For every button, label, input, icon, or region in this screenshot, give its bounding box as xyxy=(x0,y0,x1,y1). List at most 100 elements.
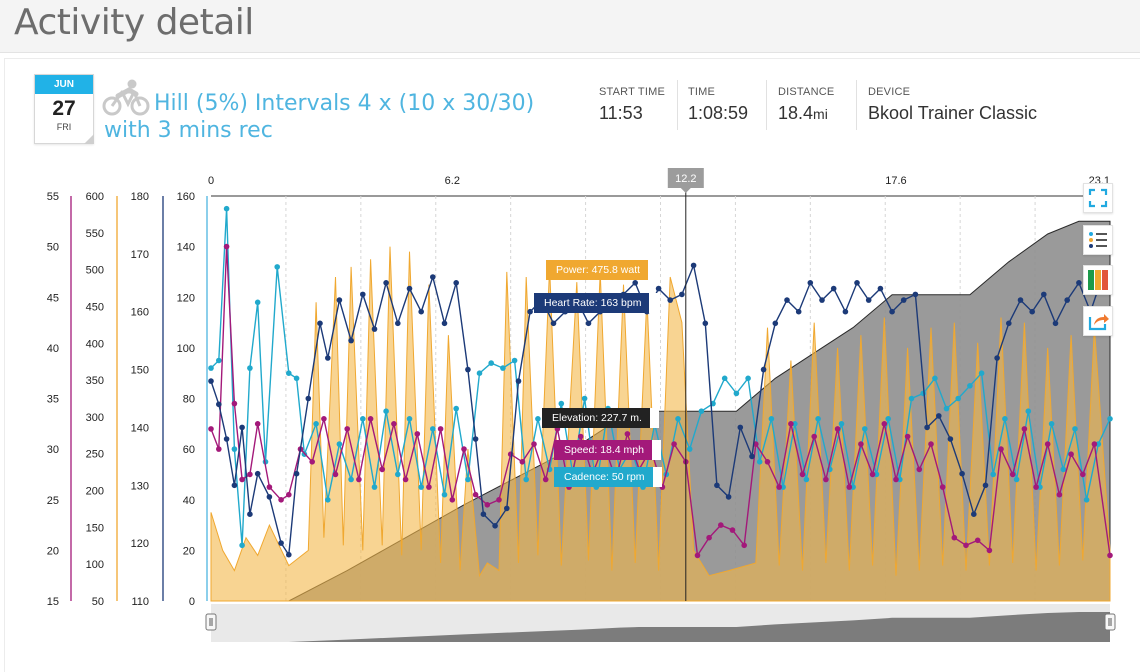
heart-rate-point xyxy=(1006,320,1012,327)
date-weekday: FRI xyxy=(56,122,72,132)
navigator-left-handle[interactable] xyxy=(205,613,217,631)
speed-point xyxy=(247,471,253,478)
y-tick-label: 150 xyxy=(131,365,149,377)
cadence-point xyxy=(745,375,751,382)
navigator-right-handle[interactable] xyxy=(1104,613,1116,631)
speed-point xyxy=(332,471,339,478)
speed-point xyxy=(928,441,934,447)
speed-point xyxy=(823,476,829,483)
heart-rate-point xyxy=(348,337,354,344)
cadence-series xyxy=(208,205,1113,549)
stat-value: Bkool Trainer Classic xyxy=(868,103,1038,123)
stat-distance: DISTANCE 18.4mi xyxy=(778,86,834,124)
speed-point xyxy=(496,497,502,503)
cadence-point xyxy=(274,264,281,270)
share-icon xyxy=(1088,314,1109,331)
heart-rate-point xyxy=(216,401,222,408)
heart-rate-point xyxy=(453,280,460,286)
speed-point xyxy=(426,484,432,490)
speed-point xyxy=(278,497,284,503)
x-tick-label: 6.2 xyxy=(445,175,460,187)
speed-point xyxy=(764,459,771,465)
speed-point xyxy=(577,433,584,440)
heart-rate-point xyxy=(889,308,895,315)
cadence-point xyxy=(476,370,483,377)
speed-point xyxy=(788,421,794,427)
share-button[interactable] xyxy=(1083,306,1113,336)
heart-rate-point xyxy=(247,511,253,517)
cadence-point xyxy=(733,390,740,397)
speed-point xyxy=(741,542,747,549)
speed-point xyxy=(216,446,222,452)
y-tick-label: 160 xyxy=(177,191,195,203)
cadence-point xyxy=(441,491,448,498)
heart-rate-point xyxy=(737,424,744,431)
date-day: 27 xyxy=(52,97,76,120)
y-tick-label: 80 xyxy=(183,394,195,406)
heart-rate-point xyxy=(971,511,977,517)
heart-rate-point xyxy=(830,285,837,292)
cadence-point xyxy=(1095,441,1102,447)
speed-point xyxy=(951,534,958,541)
cadence-point xyxy=(698,408,705,415)
fullscreen-button[interactable] xyxy=(1083,183,1113,213)
heart-rate-point xyxy=(492,523,498,529)
speed-point xyxy=(624,431,631,437)
speed-point xyxy=(998,446,1004,452)
heart-rate-point xyxy=(842,308,849,315)
heart-rate-point xyxy=(208,378,214,384)
speed-point xyxy=(706,534,712,541)
y-tick-label: 120 xyxy=(131,538,149,550)
speed-point xyxy=(484,502,491,508)
cadence-point xyxy=(873,471,880,478)
heart-rate-point xyxy=(430,274,436,280)
y-tick-label: 55 xyxy=(47,191,59,203)
y-tick-label: 170 xyxy=(131,249,149,261)
cadence-point xyxy=(208,365,214,371)
cadence-point xyxy=(721,375,728,382)
elevation-tooltip: Elevation: 227.7 m. xyxy=(542,408,659,428)
y-tick-label: 25 xyxy=(47,495,59,507)
range-navigator xyxy=(205,604,1116,642)
speed-point xyxy=(472,491,479,498)
cadence-point xyxy=(978,370,985,377)
activity-title[interactable]: Hill (5%) Intervals 4 x (10 x 30/30) wit… xyxy=(104,91,535,143)
cadence-point xyxy=(967,383,973,389)
speed-point xyxy=(1021,426,1028,432)
heart-rate-point xyxy=(223,436,230,442)
speed-tooltip: Speed: 18.4 mph xyxy=(554,440,661,460)
y-tick-label: 400 xyxy=(86,338,104,350)
speed-point xyxy=(811,433,817,440)
speed-point xyxy=(904,433,911,440)
y-tick-label: 250 xyxy=(86,449,104,461)
heart-rate-point xyxy=(865,297,872,303)
fullscreen-icon xyxy=(1088,188,1108,208)
heart-rate-point xyxy=(360,291,366,298)
cadence-point xyxy=(254,299,261,306)
heart-rate-point xyxy=(632,280,638,286)
heart-rate-point xyxy=(480,511,487,517)
heart-rate-point xyxy=(679,291,685,298)
cadence-point xyxy=(247,365,253,371)
x-tick-label: 0 xyxy=(208,175,214,187)
heart-rate-point xyxy=(982,482,989,489)
series-colors-button[interactable] xyxy=(1083,265,1113,295)
speed-point xyxy=(344,426,351,432)
cadence-point xyxy=(500,365,506,371)
y-tick-label: 20 xyxy=(47,545,59,557)
speed-point xyxy=(893,476,899,483)
cadence-point xyxy=(1072,426,1078,432)
stat-divider xyxy=(766,80,767,130)
legend-button[interactable] xyxy=(1083,225,1113,255)
y-tick-label: 110 xyxy=(131,596,149,608)
y-tick-label: 45 xyxy=(47,292,59,304)
cadence-point xyxy=(862,426,868,432)
heart-rate-point xyxy=(231,482,238,489)
stat-value: 1:08:59 xyxy=(688,103,749,123)
stat-divider xyxy=(856,80,857,130)
cadence-point xyxy=(675,416,681,422)
cadence-point xyxy=(418,484,425,490)
speed-point xyxy=(254,421,261,427)
heart-rate-point xyxy=(690,262,697,269)
